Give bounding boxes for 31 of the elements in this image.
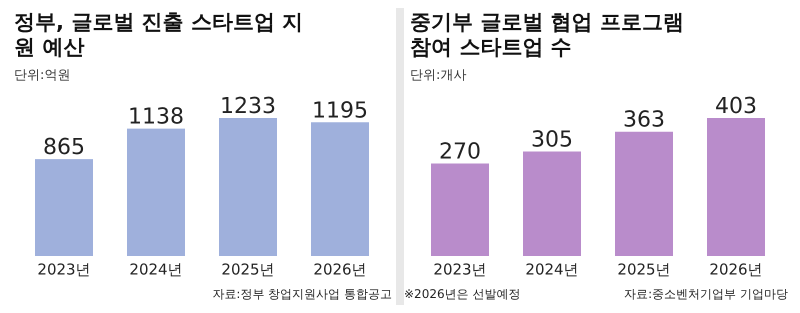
chart-subtitle: 단위:개사 [410, 67, 466, 84]
x-tick-label: 2026년 [313, 260, 367, 279]
bar [127, 128, 185, 256]
x-tick-label: 2025년 [617, 260, 671, 279]
data-label: 865 [43, 135, 85, 160]
x-tick-label: 2026년 [709, 260, 763, 279]
x-tick-label: 2025년 [221, 260, 275, 279]
data-label: 305 [531, 128, 573, 153]
data-label: 363 [623, 108, 665, 133]
bar [615, 132, 673, 256]
data-label: 1195 [312, 98, 368, 124]
chart-title: 중기부 글로벌 협업 프로그램 참여 스타트업 수 [410, 10, 685, 60]
x-tick-label: 2023년 [433, 260, 487, 279]
text: 자료:중소벤처기업부 기업마당 [624, 286, 788, 303]
bar [311, 122, 369, 256]
x-tick-label: 2023년 [37, 260, 91, 279]
chart-subtitle: 단위:억원 [14, 67, 70, 84]
data-label: 1233 [220, 94, 276, 119]
data-label: 1138 [128, 104, 184, 130]
x-tick-label: 2024년 [525, 260, 579, 279]
bar [707, 118, 765, 256]
bar [219, 118, 277, 256]
x-tick-label: 2024년 [129, 260, 183, 279]
data-label: 270 [439, 140, 481, 165]
data-label: 403 [715, 94, 757, 119]
bar [431, 164, 489, 256]
text: ※2026년은 선발예정 [404, 286, 520, 303]
chart-title: 정부, 글로벌 진출 스타트업 지원 예산 [14, 10, 304, 60]
text: 자료:정부 창업지원사업 통합공고 [212, 286, 392, 303]
bar [523, 152, 581, 256]
bar [35, 159, 93, 256]
